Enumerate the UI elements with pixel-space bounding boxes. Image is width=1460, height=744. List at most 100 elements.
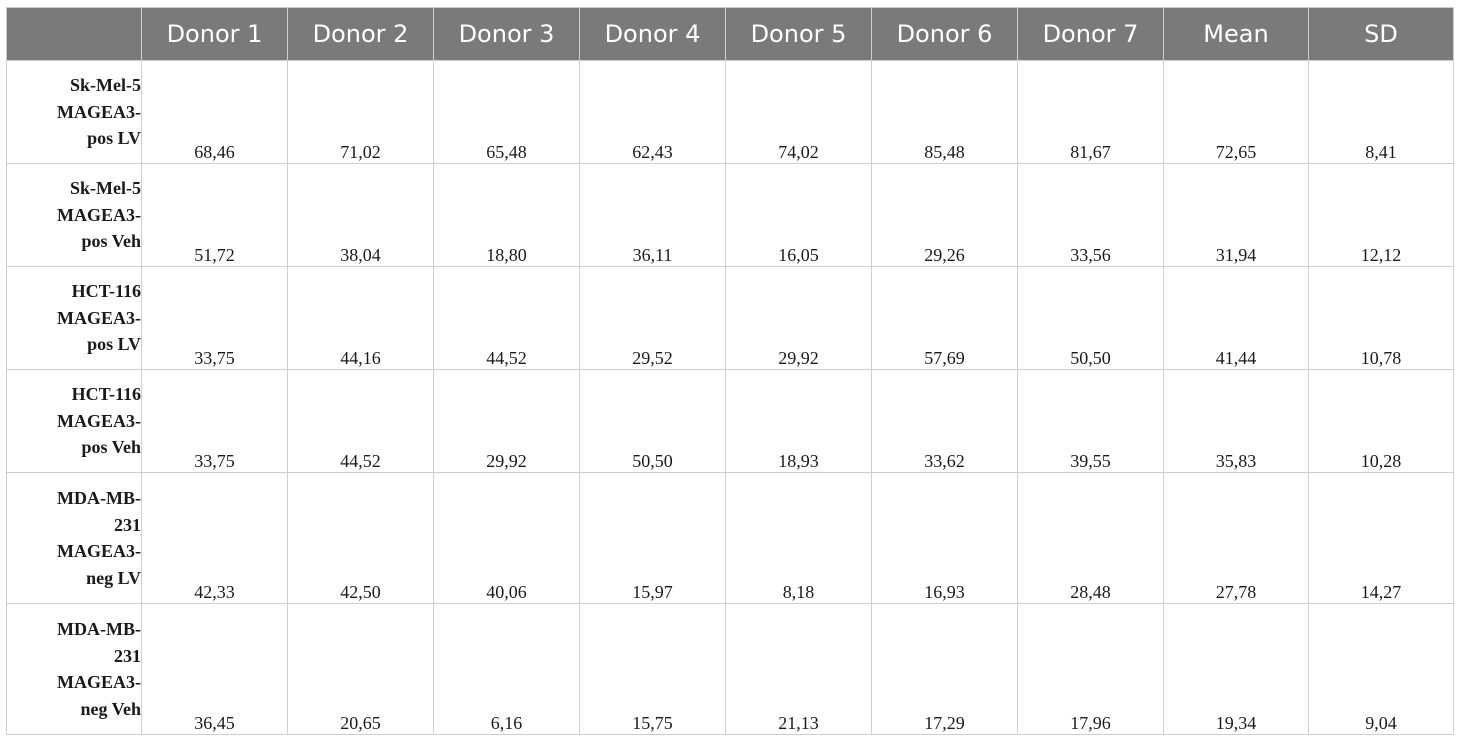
header-corner-cell <box>6 7 142 61</box>
row-label-line: pos Veh <box>81 231 141 252</box>
row-label-line: pos LV <box>87 334 141 355</box>
row-label-line: HCT-116 <box>71 281 141 302</box>
row-label-line: MAGEA3- <box>57 410 141 431</box>
table-cell: 51,72 <box>141 163 288 267</box>
row-label-line: Sk-Mel-5 <box>70 75 141 96</box>
table-cell: 44,52 <box>433 266 580 370</box>
table-cell: 29,26 <box>871 163 1018 267</box>
row-label-line: Sk-Mel-5 <box>70 178 141 199</box>
table-cell: 50,50 <box>1017 266 1164 370</box>
table-cell: 19,34 <box>1163 603 1309 735</box>
column-header-donor-2: Donor 2 <box>287 7 434 61</box>
row-label: HCT-116 MAGEA3- pos Veh <box>6 369 142 473</box>
table-cell: 74,02 <box>725 60 872 164</box>
column-header-donor-1: Donor 1 <box>141 7 288 61</box>
table-cell: 9,04 <box>1308 603 1454 735</box>
table-cell: 72,65 <box>1163 60 1309 164</box>
table-cell: 18,93 <box>725 369 872 473</box>
table-cell: 8,18 <box>725 472 872 604</box>
table-cell: 41,44 <box>1163 266 1309 370</box>
header-row: Donor 1 Donor 2 Donor 3 Donor 4 Donor 5 … <box>6 7 1454 61</box>
table-row: HCT-116 MAGEA3- pos Veh 33,75 44,52 29,9… <box>6 369 1454 473</box>
row-label-line: MAGEA3- <box>57 541 141 561</box>
table-cell: 15,75 <box>579 603 726 735</box>
row-label-line: 231 <box>114 514 141 535</box>
table-cell: 31,94 <box>1163 163 1309 267</box>
table-cell: 40,06 <box>433 472 580 604</box>
table-cell: 62,43 <box>579 60 726 164</box>
table-cell: 33,56 <box>1017 163 1164 267</box>
table-cell: 57,69 <box>871 266 1018 370</box>
table-cell: 33,75 <box>141 369 288 473</box>
row-label: Sk-Mel-5 MAGEA3- pos LV <box>6 60 142 164</box>
table-row: Sk-Mel-5 MAGEA3- pos LV 68,46 71,02 65,4… <box>6 60 1454 164</box>
table-cell: 10,28 <box>1308 369 1454 473</box>
row-label-line: neg Veh <box>80 698 141 719</box>
table-cell: 16,93 <box>871 472 1018 604</box>
row-label-line: MDA-MB- <box>57 619 141 639</box>
table-cell: 68,46 <box>141 60 288 164</box>
column-header-donor-5: Donor 5 <box>725 7 872 61</box>
row-label: MDA-MB- 231 MAGEA3- neg LV <box>6 472 142 604</box>
table-cell: 20,65 <box>287 603 434 735</box>
table-cell: 29,92 <box>433 369 580 473</box>
table-cell: 39,55 <box>1017 369 1164 473</box>
table-header: Donor 1 Donor 2 Donor 3 Donor 4 Donor 5 … <box>6 7 1454 61</box>
column-header-mean: Mean <box>1163 7 1309 61</box>
table-cell: 18,80 <box>433 163 580 267</box>
table-cell: 17,29 <box>871 603 1018 735</box>
row-label-line: MAGEA3- <box>57 101 141 122</box>
table-cell: 12,12 <box>1308 163 1454 267</box>
row-label-line: pos Veh <box>81 437 141 458</box>
row-label-line: neg LV <box>86 567 141 588</box>
row-label-line: pos LV <box>87 128 141 149</box>
table-cell: 71,02 <box>287 60 434 164</box>
table-cell: 27,78 <box>1163 472 1309 604</box>
table-cell: 36,45 <box>141 603 288 735</box>
table-cell: 17,96 <box>1017 603 1164 735</box>
column-header-donor-3: Donor 3 <box>433 7 580 61</box>
table-cell: 36,11 <box>579 163 726 267</box>
table-cell: 35,83 <box>1163 369 1309 473</box>
row-label-line: MAGEA3- <box>57 307 141 328</box>
table-cell: 50,50 <box>579 369 726 473</box>
table-cell: 38,04 <box>287 163 434 267</box>
column-header-donor-6: Donor 6 <box>871 7 1018 61</box>
table-cell: 28,48 <box>1017 472 1164 604</box>
table-cell: 33,75 <box>141 266 288 370</box>
data-table: Donor 1 Donor 2 Donor 3 Donor 4 Donor 5 … <box>6 7 1454 735</box>
row-label-line: MDA-MB- <box>57 488 141 508</box>
table-cell: 42,50 <box>287 472 434 604</box>
table-cell: 15,97 <box>579 472 726 604</box>
row-label: Sk-Mel-5 MAGEA3- pos Veh <box>6 163 142 267</box>
column-header-sd: SD <box>1308 7 1454 61</box>
row-label-line: HCT-116 <box>71 384 141 405</box>
table-cell: 65,48 <box>433 60 580 164</box>
table-cell: 33,62 <box>871 369 1018 473</box>
table-cell: 42,33 <box>141 472 288 604</box>
table-cell: 29,52 <box>579 266 726 370</box>
row-label-line: MAGEA3- <box>57 204 141 225</box>
table-body: Sk-Mel-5 MAGEA3- pos LV 68,46 71,02 65,4… <box>6 60 1454 735</box>
table-row: Sk-Mel-5 MAGEA3- pos Veh 51,72 38,04 18,… <box>6 163 1454 267</box>
table-cell: 85,48 <box>871 60 1018 164</box>
table-cell: 16,05 <box>725 163 872 267</box>
table-row: MDA-MB- 231 MAGEA3- neg LV 42,33 42,50 4… <box>6 472 1454 604</box>
row-label-line: 231 <box>114 645 141 666</box>
row-label: HCT-116 MAGEA3- pos LV <box>6 266 142 370</box>
table-cell: 6,16 <box>433 603 580 735</box>
row-label-line: MAGEA3- <box>57 672 141 692</box>
table-cell: 8,41 <box>1308 60 1454 164</box>
table-cell: 21,13 <box>725 603 872 735</box>
row-label: MDA-MB- 231 MAGEA3- neg Veh <box>6 603 142 735</box>
table-cell: 29,92 <box>725 266 872 370</box>
table-row: HCT-116 MAGEA3- pos LV 33,75 44,16 44,52… <box>6 266 1454 370</box>
table-row: MDA-MB- 231 MAGEA3- neg Veh 36,45 20,65 … <box>6 603 1454 735</box>
table-cell: 14,27 <box>1308 472 1454 604</box>
table-cell: 44,52 <box>287 369 434 473</box>
column-header-donor-7: Donor 7 <box>1017 7 1164 61</box>
column-header-donor-4: Donor 4 <box>579 7 726 61</box>
table-cell: 44,16 <box>287 266 434 370</box>
table-cell: 81,67 <box>1017 60 1164 164</box>
table-cell: 10,78 <box>1308 266 1454 370</box>
